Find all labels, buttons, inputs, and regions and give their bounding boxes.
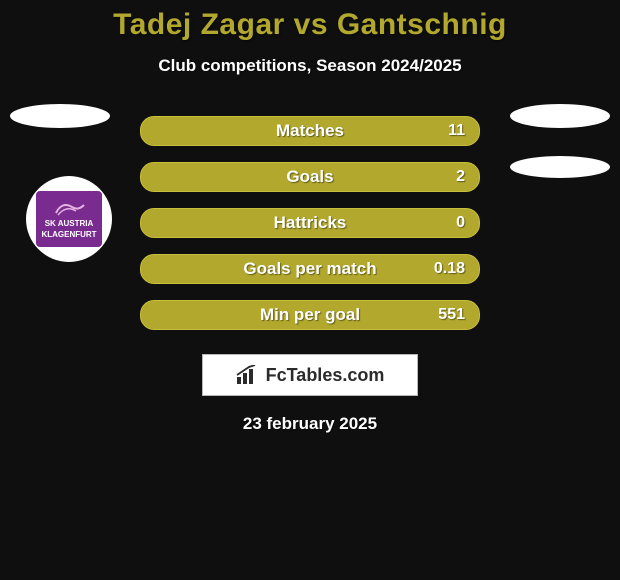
brand-text: FcTables.com bbox=[266, 365, 385, 386]
stat-value: 551 bbox=[438, 306, 465, 324]
avatar-ellipse-icon bbox=[10, 104, 110, 128]
right-player-avatar bbox=[510, 104, 610, 184]
left-player-avatar bbox=[10, 104, 110, 134]
stat-label: Goals per match bbox=[243, 259, 376, 279]
club-badge-line1: SK AUSTRIA bbox=[45, 220, 94, 228]
club-badge-inner: SK AUSTRIA KLAGENFURT bbox=[36, 191, 102, 247]
stat-value: 11 bbox=[448, 122, 465, 140]
stat-row-hattricks: Hattricks 0 bbox=[140, 208, 480, 238]
stat-row-goals-per-match: Goals per match 0.18 bbox=[140, 254, 480, 284]
left-club-badge: SK AUSTRIA KLAGENFURT bbox=[26, 176, 112, 262]
club-crest-icon bbox=[52, 199, 86, 217]
stat-row-goals: Goals 2 bbox=[140, 162, 480, 192]
stat-label: Min per goal bbox=[260, 305, 360, 325]
subtitle: Club competitions, Season 2024/2025 bbox=[0, 56, 620, 76]
date-text: 23 february 2025 bbox=[0, 414, 620, 434]
stat-label: Matches bbox=[276, 121, 344, 141]
brand-box: FcTables.com bbox=[202, 354, 418, 396]
avatar-ellipse-icon bbox=[510, 156, 610, 178]
stat-row-matches: Matches 11 bbox=[140, 116, 480, 146]
stat-label: Hattricks bbox=[274, 213, 347, 233]
brand-chart-icon bbox=[236, 365, 258, 385]
stat-label: Goals bbox=[286, 167, 333, 187]
avatar-ellipse-icon bbox=[510, 104, 610, 128]
page-title: Tadej Zagar vs Gantschnig bbox=[0, 0, 620, 42]
stat-value: 0.18 bbox=[434, 260, 465, 278]
stat-bars: Matches 11 Goals 2 Hattricks 0 Goals per… bbox=[140, 116, 480, 346]
stat-value: 2 bbox=[456, 168, 465, 186]
stat-row-min-per-goal: Min per goal 551 bbox=[140, 300, 480, 330]
club-badge-line2: KLAGENFURT bbox=[41, 231, 96, 239]
stat-value: 0 bbox=[456, 214, 465, 232]
